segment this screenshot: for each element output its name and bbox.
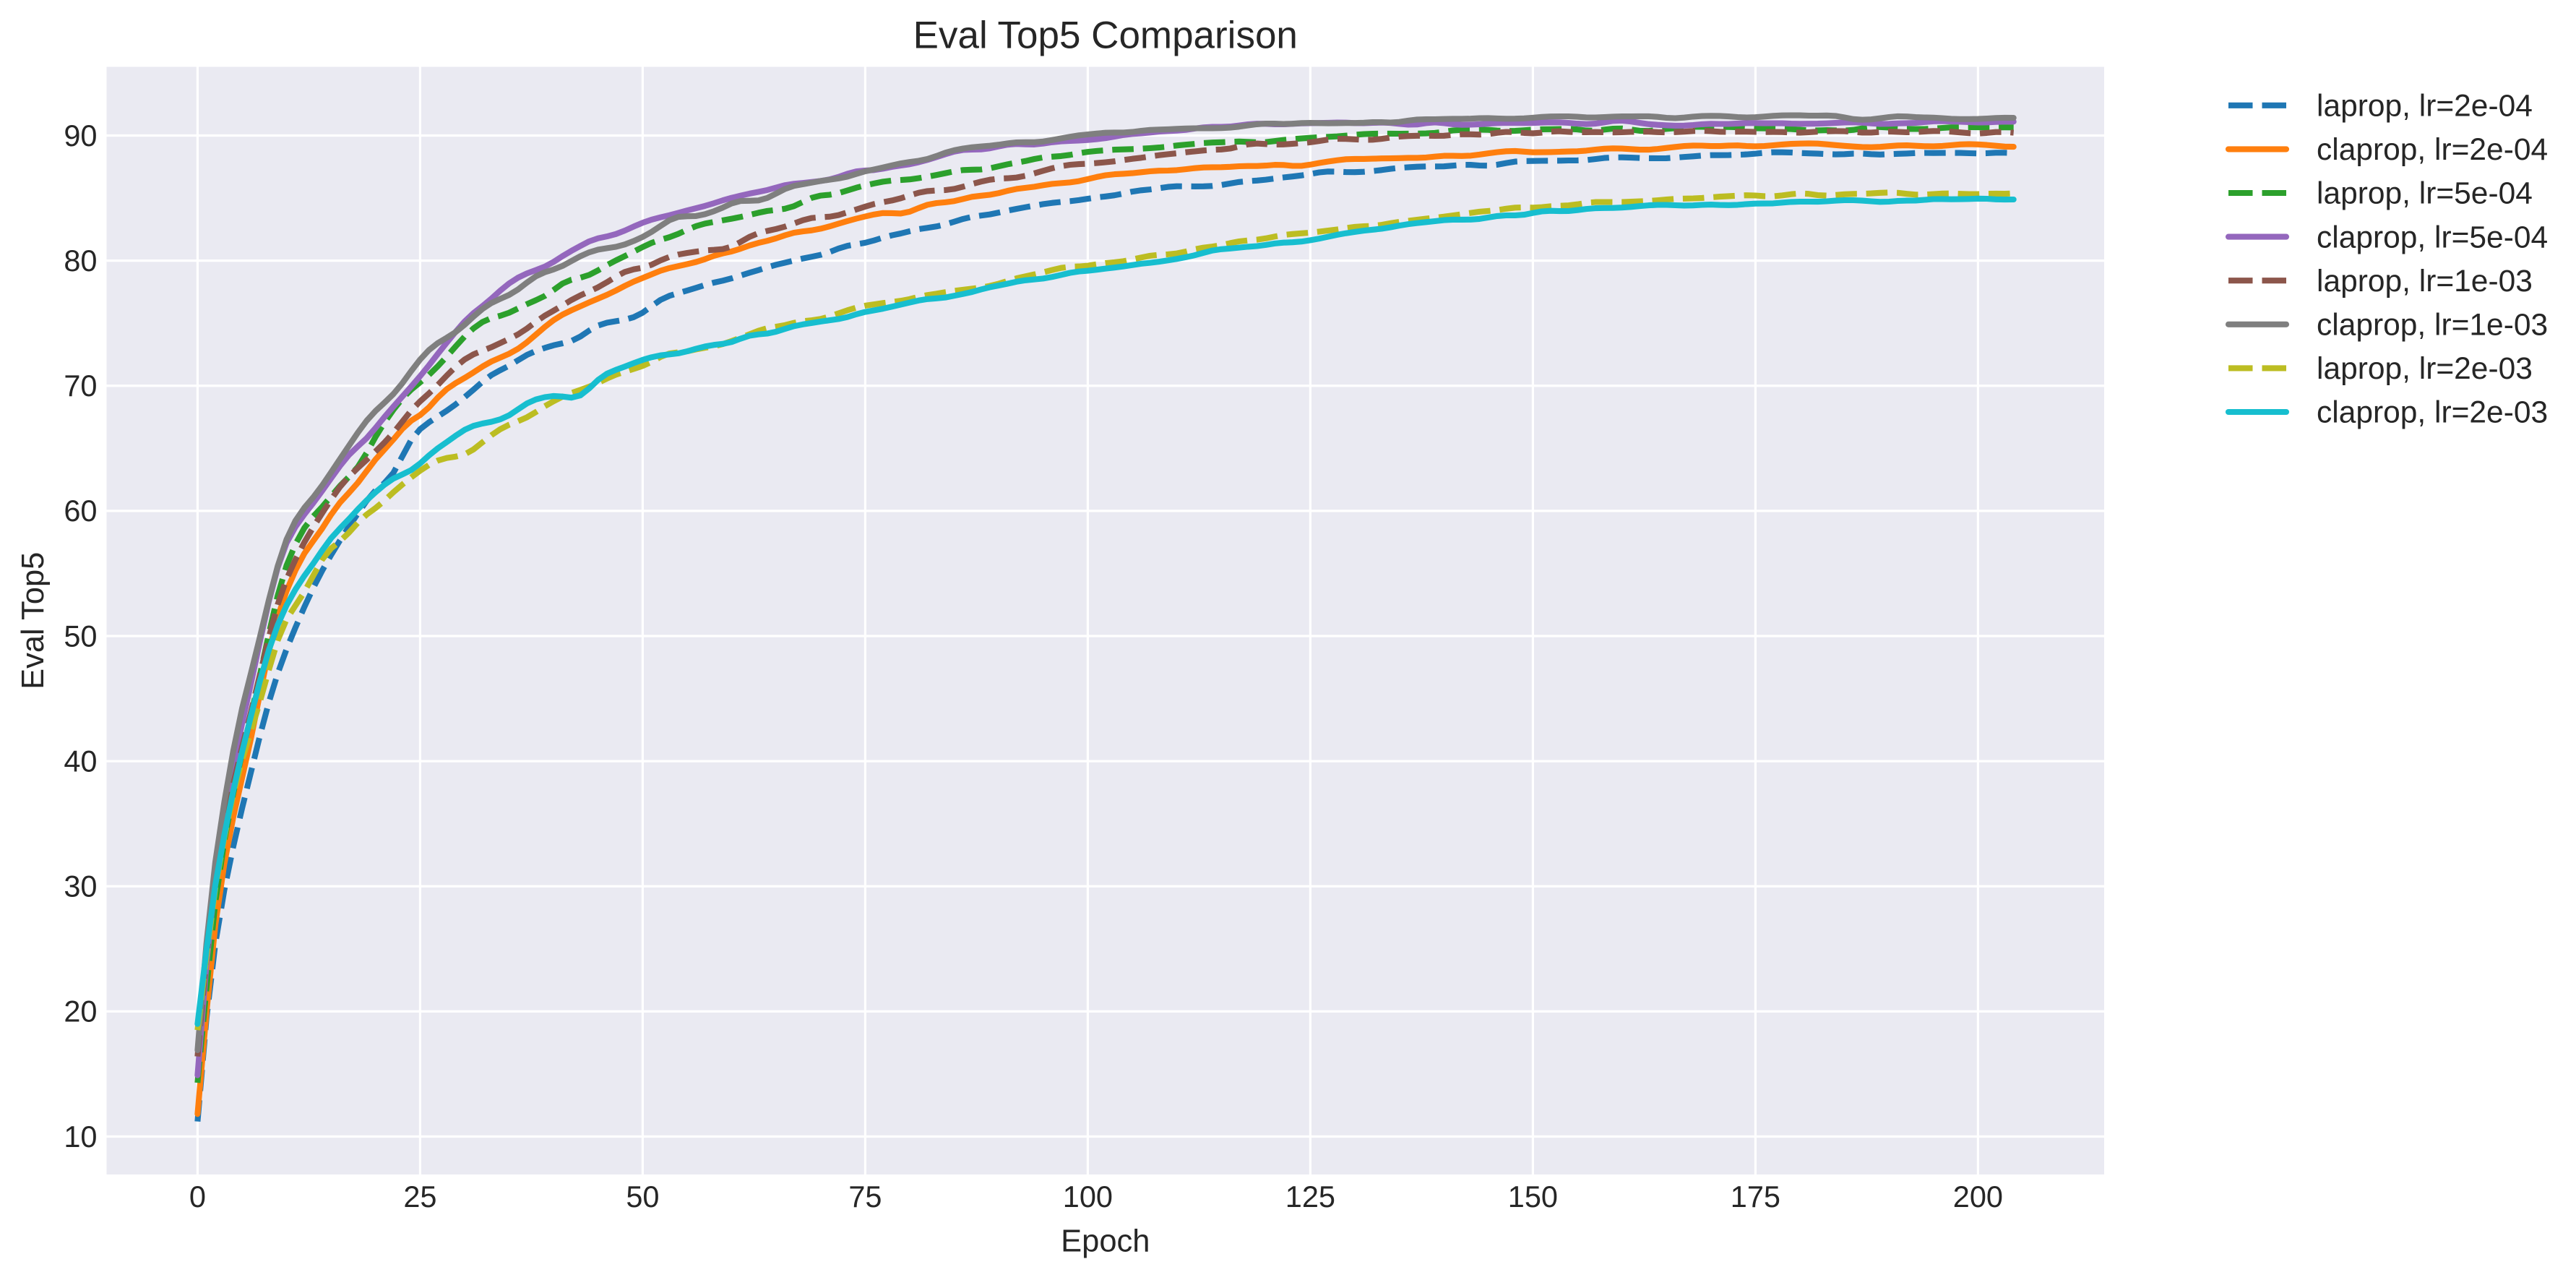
svg-text:laprop, lr=5e-04: laprop, lr=5e-04 — [2317, 177, 2533, 211]
svg-text:Eval Top5: Eval Top5 — [16, 552, 51, 690]
svg-text:Eval Top5 Comparison: Eval Top5 Comparison — [913, 14, 1298, 57]
svg-text:200: 200 — [1953, 1180, 2003, 1214]
svg-text:laprop, lr=1e-03: laprop, lr=1e-03 — [2317, 265, 2533, 298]
svg-text:70: 70 — [64, 369, 97, 403]
svg-text:claprop, lr=1e-03: claprop, lr=1e-03 — [2317, 309, 2548, 343]
svg-text:150: 150 — [1508, 1180, 1558, 1214]
svg-text:claprop, lr=2e-04: claprop, lr=2e-04 — [2317, 133, 2548, 167]
svg-text:10: 10 — [64, 1120, 97, 1154]
svg-text:50: 50 — [64, 619, 97, 653]
svg-text:25: 25 — [403, 1180, 436, 1214]
svg-text:100: 100 — [1063, 1180, 1113, 1214]
svg-text:laprop, lr=2e-03: laprop, lr=2e-03 — [2317, 352, 2533, 386]
svg-text:175: 175 — [1731, 1180, 1780, 1214]
svg-text:75: 75 — [848, 1180, 882, 1214]
svg-text:laprop, lr=2e-04: laprop, lr=2e-04 — [2317, 90, 2533, 124]
svg-text:80: 80 — [64, 244, 97, 278]
svg-text:30: 30 — [64, 869, 97, 903]
svg-text:0: 0 — [189, 1180, 206, 1214]
svg-text:20: 20 — [64, 995, 97, 1028]
svg-text:60: 60 — [64, 494, 97, 528]
svg-text:50: 50 — [626, 1180, 659, 1214]
svg-text:90: 90 — [64, 119, 97, 153]
svg-text:claprop, lr=5e-04: claprop, lr=5e-04 — [2317, 220, 2548, 254]
svg-text:125: 125 — [1285, 1180, 1335, 1214]
svg-text:claprop, lr=2e-03: claprop, lr=2e-03 — [2317, 396, 2548, 430]
svg-text:40: 40 — [64, 744, 97, 778]
svg-text:Epoch: Epoch — [1061, 1224, 1150, 1259]
